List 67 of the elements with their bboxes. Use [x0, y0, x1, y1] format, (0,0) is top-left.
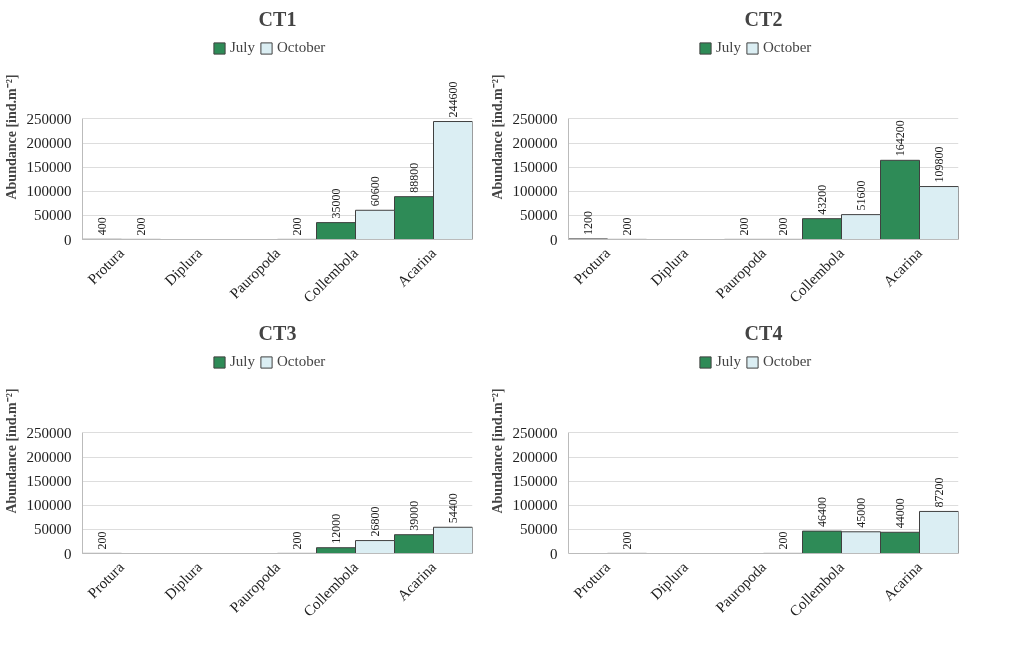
y-tick-label: 0 [550, 231, 558, 248]
chart-title: CT4 [744, 321, 783, 344]
data-label: 54400 [446, 493, 460, 524]
chart-title: CT2 [744, 7, 783, 30]
data-label: 43200 [815, 184, 829, 215]
y-tick-label: 200000 [512, 449, 558, 466]
y-tick-label: 0 [64, 545, 72, 562]
data-label: 200 [290, 531, 304, 550]
data-label: 109800 [932, 146, 946, 183]
legend-label: July [716, 39, 742, 56]
y-tick-label: 200000 [26, 135, 72, 152]
data-label: 26800 [368, 506, 382, 537]
data-label: 46400 [815, 497, 829, 528]
y-axis-title: Abundance [ind.m⁻²] [3, 74, 19, 200]
y-tick-label: 250000 [26, 424, 72, 441]
data-label: 200 [776, 217, 790, 236]
data-label: 200 [620, 217, 634, 236]
legend-label: October [277, 353, 326, 370]
data-label: 200 [776, 531, 790, 550]
legend-label: July [230, 39, 256, 56]
legend-label: July [230, 353, 256, 370]
data-label: 45000 [854, 497, 868, 528]
data-label: 51600 [854, 180, 868, 211]
y-tick-label: 100000 [26, 183, 72, 200]
data-label: 164200 [893, 120, 907, 157]
y-tick-label: 250000 [512, 424, 558, 441]
y-tick-label: 50000 [520, 521, 558, 538]
data-label: 244600 [446, 81, 460, 118]
y-tick-label: 150000 [512, 473, 558, 490]
y-tick-label: 150000 [512, 159, 558, 176]
y-tick-label: 200000 [512, 135, 558, 152]
legend-label: October [277, 39, 326, 56]
y-tick-label: 100000 [512, 497, 558, 514]
legend-label: July [716, 353, 742, 370]
data-label: 200 [134, 217, 148, 236]
y-tick-label: 50000 [34, 207, 72, 224]
data-label: 60600 [368, 176, 382, 207]
y-tick-label: 50000 [34, 521, 72, 538]
y-tick-label: 150000 [26, 159, 72, 176]
chart-title: CT1 [258, 7, 297, 30]
data-label: 39000 [407, 500, 421, 531]
legend-label: October [763, 353, 812, 370]
data-label: 87200 [932, 477, 946, 508]
data-label: 1200 [581, 210, 595, 235]
y-tick-label: 100000 [26, 497, 72, 514]
legend-label: October [763, 39, 812, 56]
data-label: 44000 [893, 498, 907, 529]
chart-title: CT3 [258, 321, 297, 344]
y-tick-label: 50000 [520, 207, 558, 224]
y-tick-label: 100000 [512, 183, 558, 200]
data-label: 200 [737, 217, 751, 236]
data-label: 12000 [329, 513, 343, 544]
data-label: 200 [95, 531, 109, 550]
data-label: 200 [620, 531, 634, 550]
y-axis-title: Abundance [ind.m⁻²] [3, 388, 19, 514]
y-tick-label: 150000 [26, 473, 72, 490]
data-label: 400 [95, 217, 109, 236]
data-label: 200 [290, 217, 304, 236]
data-label: 35000 [329, 188, 343, 219]
y-tick-label: 250000 [512, 110, 558, 127]
y-tick-label: 0 [550, 545, 558, 562]
y-tick-label: 250000 [26, 110, 72, 127]
y-axis-title: Abundance [ind.m⁻²] [489, 74, 505, 200]
y-axis-title: Abundance [ind.m⁻²] [489, 388, 505, 514]
data-label: 88800 [407, 162, 421, 193]
y-tick-label: 200000 [26, 449, 72, 466]
y-tick-label: 0 [64, 231, 72, 248]
